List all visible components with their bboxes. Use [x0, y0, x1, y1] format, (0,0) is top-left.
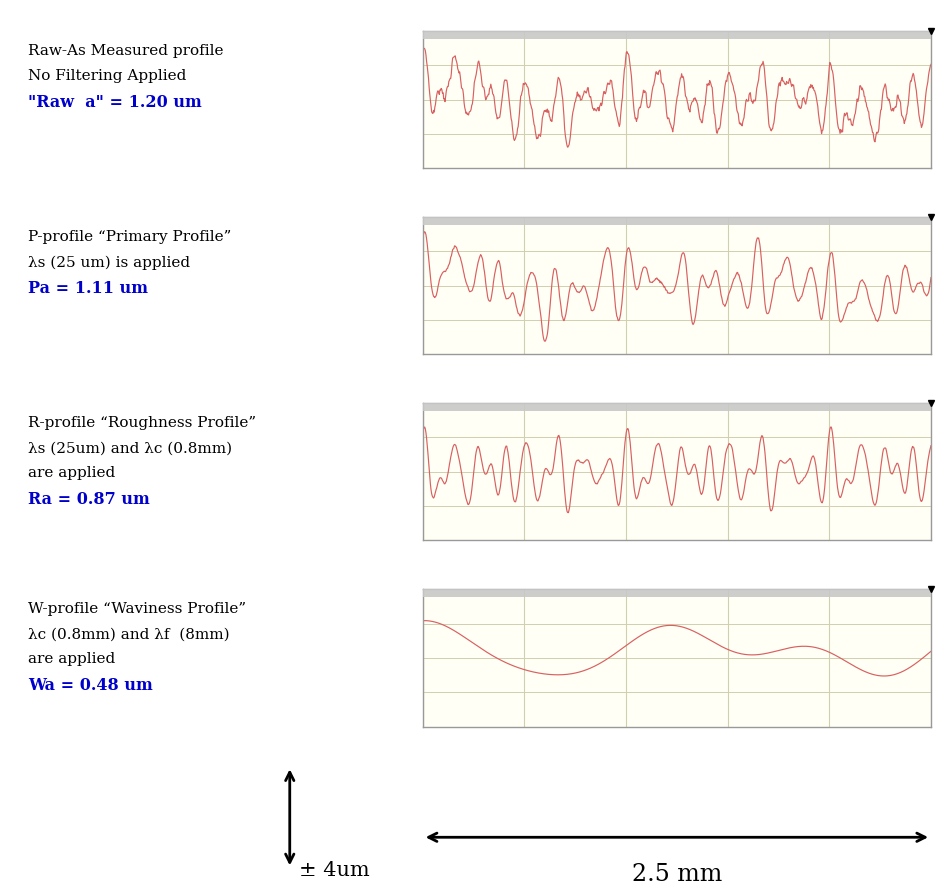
- Bar: [423, 31, 931, 39]
- Text: P-profile “Primary Profile”: P-profile “Primary Profile”: [28, 230, 232, 245]
- Text: No Filtering Applied: No Filtering Applied: [28, 69, 187, 83]
- Bar: [423, 589, 931, 597]
- Text: λs (25um) and λc (0.8mm): λs (25um) and λc (0.8mm): [28, 441, 233, 455]
- Text: R-profile “Roughness Profile”: R-profile “Roughness Profile”: [28, 416, 256, 431]
- Text: Wa = 0.48 um: Wa = 0.48 um: [28, 677, 153, 694]
- Text: "Raw  a" = 1.20 um: "Raw a" = 1.20 um: [28, 94, 202, 111]
- Text: Ra = 0.87 um: Ra = 0.87 um: [28, 491, 150, 508]
- Bar: [423, 217, 931, 225]
- Text: ± 4um: ± 4um: [299, 861, 370, 880]
- Bar: [423, 403, 931, 411]
- Text: λc (0.8mm) and λf  (8mm): λc (0.8mm) and λf (8mm): [28, 627, 230, 641]
- Text: W-profile “Waviness Profile”: W-profile “Waviness Profile”: [28, 602, 247, 617]
- Text: are applied: are applied: [28, 652, 116, 666]
- Text: Pa = 1.11 um: Pa = 1.11 um: [28, 280, 148, 297]
- Text: 2.5 mm: 2.5 mm: [632, 863, 722, 886]
- Text: Raw-As Measured profile: Raw-As Measured profile: [28, 44, 224, 58]
- Text: are applied: are applied: [28, 466, 116, 480]
- Text: λs (25 um) is applied: λs (25 um) is applied: [28, 255, 191, 269]
